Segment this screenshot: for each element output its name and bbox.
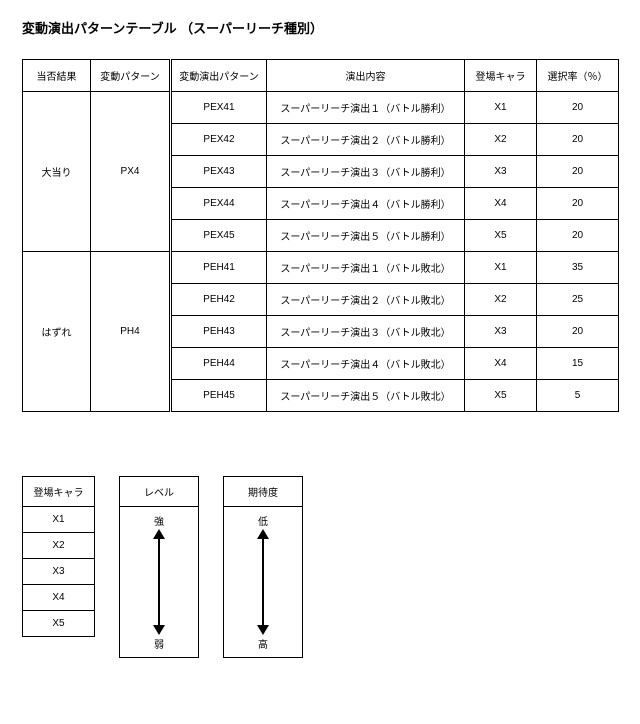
cell-chara: X1	[465, 92, 537, 124]
main-pattern-table: 当否結果 変動パターン 変動演出パターン 演出内容 登場キャラ 選択率（％） 大…	[22, 59, 619, 412]
cell-chara: X5	[465, 380, 537, 412]
cell-effect-pattern: PEH43	[171, 316, 267, 348]
cell-content: スーパーリーチ演出５（バトル勝利）	[267, 220, 465, 252]
cell-effect-pattern: PEH44	[171, 348, 267, 380]
cell-result: 大当り	[23, 92, 91, 252]
expect-table: 期待度 低 高	[223, 476, 303, 658]
expect-bottom-label: 高	[224, 636, 302, 651]
cell-chara: X3	[465, 156, 537, 188]
sub-cell-chara: X1	[23, 507, 95, 533]
double-arrow-icon	[253, 529, 273, 635]
table-row: はずれPH4PEH41スーパーリーチ演出１（バトル敗北）X135	[23, 252, 619, 284]
cell-chara: X2	[465, 284, 537, 316]
cell-rate: 25	[537, 284, 619, 316]
cell-effect-pattern: PEX45	[171, 220, 267, 252]
sub-cell-chara: X5	[23, 611, 95, 637]
table-header-row: 当否結果 変動パターン 変動演出パターン 演出内容 登場キャラ 選択率（％）	[23, 60, 619, 92]
cell-content: スーパーリーチ演出１（バトル勝利）	[267, 92, 465, 124]
expect-arrow-cell: 低 高	[224, 507, 302, 657]
cell-rate: 20	[537, 92, 619, 124]
level-table: レベル 強 弱	[119, 476, 199, 658]
expect-top-label: 低	[224, 513, 302, 528]
cell-content: スーパーリーチ演出５（バトル敗北）	[267, 380, 465, 412]
sub-cell-chara: X4	[23, 585, 95, 611]
cell-content: スーパーリーチ演出３（バトル勝利）	[267, 156, 465, 188]
double-arrow-icon	[149, 529, 169, 635]
table-row: X2	[23, 533, 95, 559]
cell-effect-pattern: PEX44	[171, 188, 267, 220]
cell-content: スーパーリーチ演出４（バトル敗北）	[267, 348, 465, 380]
header-content: 演出内容	[267, 60, 465, 92]
cell-content: スーパーリーチ演出４（バトル勝利）	[267, 188, 465, 220]
cell-effect-pattern: PEX43	[171, 156, 267, 188]
cell-rate: 5	[537, 380, 619, 412]
cell-content: スーパーリーチ演出１（バトル敗北）	[267, 252, 465, 284]
cell-pattern: PH4	[91, 252, 171, 412]
cell-chara: X3	[465, 316, 537, 348]
cell-content: スーパーリーチ演出３（バトル敗北）	[267, 316, 465, 348]
cell-chara: X4	[465, 188, 537, 220]
cell-effect-pattern: PEH41	[171, 252, 267, 284]
cell-effect-pattern: PEH45	[171, 380, 267, 412]
cell-content: スーパーリーチ演出２（バトル敗北）	[267, 284, 465, 316]
cell-content: スーパーリーチ演出２（バトル勝利）	[267, 124, 465, 156]
cell-chara: X2	[465, 124, 537, 156]
header-effect-pattern: 変動演出パターン	[171, 60, 267, 92]
level-arrow-cell: 強 弱	[120, 507, 198, 657]
table-row: X4	[23, 585, 95, 611]
cell-effect-pattern: PEX41	[171, 92, 267, 124]
sub-cell-chara: X3	[23, 559, 95, 585]
sub-header-level: レベル	[120, 477, 199, 507]
header-pattern: 変動パターン	[91, 60, 171, 92]
cell-rate: 20	[537, 124, 619, 156]
page-title: 変動演出パターンテーブル （スーパーリーチ種別）	[22, 18, 618, 37]
cell-rate: 20	[537, 156, 619, 188]
cell-rate: 20	[537, 316, 619, 348]
cell-rate: 20	[537, 188, 619, 220]
cell-result: はずれ	[23, 252, 91, 412]
table-row: X5	[23, 611, 95, 637]
header-rate: 選択率（％）	[537, 60, 619, 92]
sub-header-expect: 期待度	[224, 477, 303, 507]
header-result: 当否結果	[23, 60, 91, 92]
table-row: X1	[23, 507, 95, 533]
sub-tables-wrapper: 登場キャラ X1X2X3X4X5 レベル 強 弱 期待度	[22, 476, 618, 658]
table-row: X3	[23, 559, 95, 585]
cell-effect-pattern: PEX42	[171, 124, 267, 156]
cell-rate: 15	[537, 348, 619, 380]
sub-header-chara: 登場キャラ	[23, 477, 95, 507]
cell-chara: X1	[465, 252, 537, 284]
cell-chara: X4	[465, 348, 537, 380]
header-chara: 登場キャラ	[465, 60, 537, 92]
level-bottom-label: 弱	[120, 636, 198, 651]
cell-pattern: PX4	[91, 92, 171, 252]
cell-effect-pattern: PEH42	[171, 284, 267, 316]
level-top-label: 強	[120, 513, 198, 528]
sub-cell-chara: X2	[23, 533, 95, 559]
cell-rate: 20	[537, 220, 619, 252]
chara-list-table: 登場キャラ X1X2X3X4X5	[22, 476, 95, 637]
cell-chara: X5	[465, 220, 537, 252]
cell-rate: 35	[537, 252, 619, 284]
table-row: 大当りPX4PEX41スーパーリーチ演出１（バトル勝利）X120	[23, 92, 619, 124]
